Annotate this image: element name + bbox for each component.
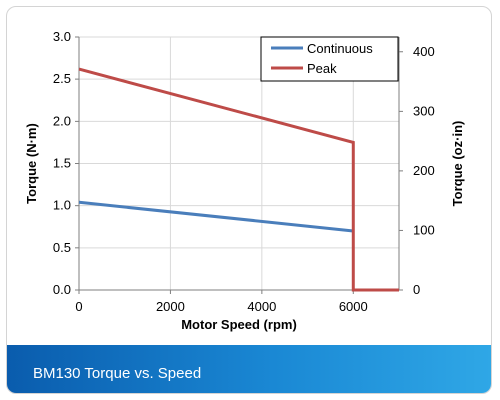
y-axis-title: Torque (N·m) xyxy=(24,123,39,204)
y2-tick-label: 400 xyxy=(413,44,435,59)
legend-box xyxy=(260,36,399,82)
y-tick-label: 1.0 xyxy=(53,198,71,213)
y2-tick-label: 300 xyxy=(413,103,435,118)
x-axis-title: Motor Speed (rpm) xyxy=(181,317,297,332)
y2-axis-title: Torque (oz·in) xyxy=(450,121,465,207)
y-tick-label: 0.0 xyxy=(53,282,71,297)
x-tick-label: 4000 xyxy=(247,299,276,314)
y2-tick-label: 100 xyxy=(413,222,435,237)
series-line-peak xyxy=(78,67,399,292)
series-line-continuous xyxy=(78,200,354,233)
x-tick-label: 6000 xyxy=(339,299,368,314)
chart-caption: BM130 Torque vs. Speed xyxy=(33,365,202,382)
x-tick-label: 2000 xyxy=(156,299,185,314)
y2-tick-label: 0 xyxy=(413,282,420,297)
y-tick-label: 0.5 xyxy=(53,240,71,255)
y-tick-label: 2.0 xyxy=(53,113,71,128)
y-tick-label: 1.5 xyxy=(53,156,71,171)
torque-speed-chart: 0.0 0.5 1.0 1.5 2.0 2.5 3.0 0 2000 4000 6000 0 100 20… xyxy=(24,29,465,332)
y2-tick-label: 200 xyxy=(413,163,435,178)
legend-label: Peak xyxy=(307,61,337,76)
caption-bar: BM130 Torque vs. Speed xyxy=(7,345,491,393)
legend-label: Continuous xyxy=(307,41,373,56)
y-tick-label: 2.5 xyxy=(53,71,71,86)
x-tick-label: 0 xyxy=(75,299,82,314)
chart-card: 0.0 0.5 1.0 1.5 2.0 2.5 3.0 0 2000 4000 6000 0 100 20… xyxy=(6,6,492,394)
y-tick-label: 3.0 xyxy=(53,29,71,44)
